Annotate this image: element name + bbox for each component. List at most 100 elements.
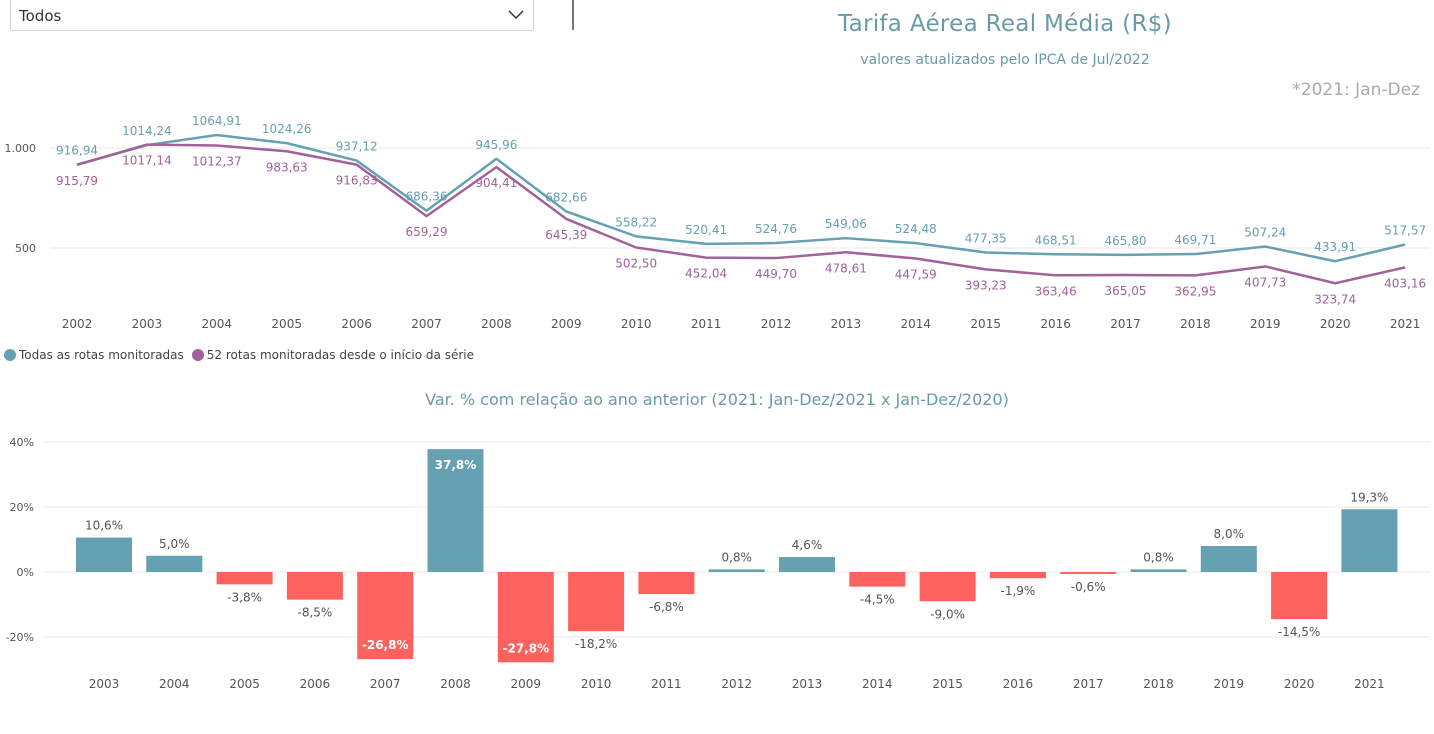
legend-item-52-routes[interactable]: 52 rotas monitoradas desde o início da s… — [191, 348, 474, 362]
data-label: 1024,26 — [262, 122, 312, 136]
x-tick-label: 2016 — [1003, 677, 1034, 691]
bar — [357, 572, 414, 660]
x-tick-label: 2020 — [1284, 677, 1315, 691]
data-label: 659,29 — [406, 225, 448, 239]
x-tick-label: 2010 — [581, 677, 612, 691]
data-label: 1064,91 — [192, 114, 242, 128]
filter-value: Todos — [19, 7, 62, 25]
x-tick-label: 2007 — [370, 677, 401, 691]
chevron-down-icon[interactable] — [507, 6, 525, 24]
data-label: -1,9% — [1000, 584, 1035, 598]
data-label: 10,6% — [85, 519, 123, 533]
data-label: -8,5% — [297, 606, 332, 620]
legend-item-all-routes[interactable]: Todas as rotas monitoradas — [4, 348, 184, 362]
data-label: 465,80 — [1105, 234, 1147, 248]
bar — [779, 557, 835, 572]
data-label: -4,5% — [860, 593, 895, 607]
data-label: 447,59 — [895, 267, 937, 281]
data-label: 469,71 — [1174, 233, 1216, 247]
data-label: 682,66 — [545, 190, 587, 204]
data-label: 4,6% — [792, 538, 823, 552]
series-line — [76, 133, 1406, 263]
data-label: 558,22 — [615, 215, 657, 229]
data-label: 37,8% — [435, 458, 477, 472]
divider — [572, 0, 574, 30]
x-tick-label: 2011 — [691, 317, 722, 331]
data-label: 507,24 — [1244, 226, 1286, 240]
x-tick-label: 2006 — [300, 677, 331, 691]
bar — [216, 572, 273, 585]
x-tick-label: 2017 — [1110, 317, 1141, 331]
data-label: 686,36 — [406, 190, 448, 204]
period-note: *2021: Jan-Dez — [1292, 80, 1420, 100]
x-tick-label: 2012 — [721, 677, 752, 691]
x-tick-label: 2018 — [1180, 317, 1211, 331]
x-tick-label: 2007 — [411, 317, 442, 331]
x-tick-label: 2004 — [202, 317, 233, 331]
data-label: -26,8% — [362, 638, 409, 652]
bar — [286, 572, 343, 600]
data-label: 468,51 — [1035, 233, 1077, 247]
x-tick-label: 2008 — [440, 677, 471, 691]
data-label: 0,8% — [721, 550, 752, 564]
legend-label: 52 rotas monitoradas desde o início da s… — [206, 348, 474, 362]
bar — [849, 572, 906, 587]
x-tick-label: 2020 — [1320, 317, 1351, 331]
bar — [1341, 509, 1398, 572]
x-tick-label: 2004 — [159, 677, 190, 691]
x-tick-label: 2014 — [901, 317, 932, 331]
bar — [1271, 572, 1328, 620]
data-label: -0,6% — [1071, 580, 1106, 594]
year-filter-dropdown[interactable]: Todos — [10, 0, 534, 31]
data-label: 1017,14 — [122, 154, 172, 168]
x-tick-label: 2015 — [932, 677, 963, 691]
legend-label: Todas as rotas monitoradas — [19, 348, 184, 362]
data-label: -9,0% — [930, 607, 965, 621]
data-label: 477,35 — [965, 232, 1007, 246]
x-tick-label: 2019 — [1250, 317, 1281, 331]
bar — [76, 537, 132, 572]
data-label: 915,79 — [56, 174, 98, 188]
data-label: 1014,24 — [122, 124, 172, 138]
x-tick-label: 2008 — [481, 317, 512, 331]
y-tick-label: 0% — [17, 566, 34, 579]
data-label: 452,04 — [685, 267, 727, 281]
data-label: 407,73 — [1244, 275, 1286, 289]
data-label: 945,96 — [475, 138, 517, 152]
data-label: 8,0% — [1214, 527, 1245, 541]
x-tick-label: 2012 — [761, 317, 792, 331]
data-label: -6,8% — [649, 600, 684, 614]
bar — [1200, 546, 1257, 572]
bar — [1060, 572, 1117, 574]
x-tick-label: 2009 — [551, 317, 582, 331]
data-label: 0,8% — [1143, 550, 1174, 564]
x-tick-label: 2003 — [89, 677, 120, 691]
data-label: -27,8% — [502, 641, 549, 655]
y-tick-label: -20% — [6, 631, 34, 644]
bar — [568, 572, 625, 632]
data-label: 433,91 — [1314, 240, 1356, 254]
data-label: 524,76 — [755, 222, 797, 236]
y-tick-label: 40% — [10, 436, 34, 449]
data-label: 524,48 — [895, 222, 937, 236]
x-tick-label: 2017 — [1073, 677, 1104, 691]
legend-marker — [4, 349, 16, 361]
x-tick-label: 2006 — [341, 317, 372, 331]
x-tick-label: 2018 — [1143, 677, 1174, 691]
y-tick-label: 20% — [10, 501, 34, 514]
bar — [989, 572, 1046, 579]
page-title: Tarifa Aérea Real Média (R$) — [838, 11, 1172, 37]
line-chart: 500 1.000 2002 2003 2004 2005 2006 2007 2008 2009… — [5, 114, 1430, 331]
y-tick-label: 1.000 — [5, 142, 37, 155]
x-tick-label: 2009 — [511, 677, 542, 691]
line-chart-legend: Todas as rotas monitoradas 52 rotas moni… — [4, 348, 482, 362]
x-tick-label: 2003 — [132, 317, 163, 331]
x-tick-label: 2021 — [1354, 677, 1385, 691]
bar — [708, 569, 765, 572]
x-tick-label: 2016 — [1040, 317, 1071, 331]
data-label: 517,57 — [1384, 223, 1426, 237]
data-label: 5,0% — [159, 537, 190, 551]
x-tick-label: 2013 — [831, 317, 862, 331]
x-tick-label: 2019 — [1214, 677, 1245, 691]
x-tick-label: 2021 — [1390, 317, 1421, 331]
